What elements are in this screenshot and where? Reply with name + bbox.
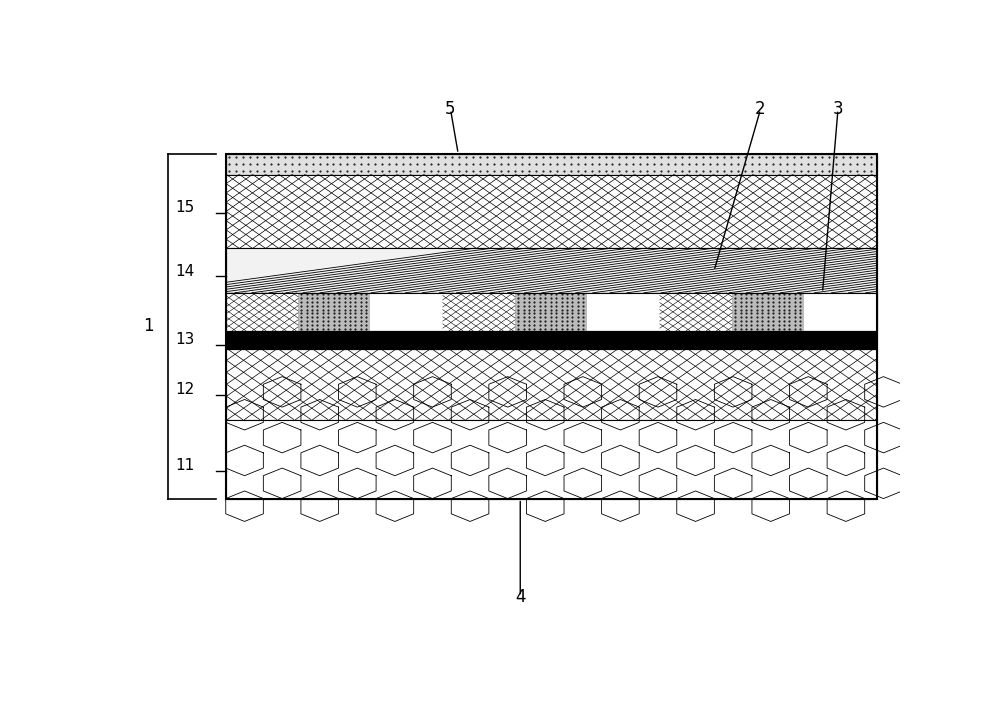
Text: 15: 15 bbox=[176, 200, 195, 215]
Text: 4: 4 bbox=[515, 588, 526, 606]
Text: 13: 13 bbox=[175, 332, 195, 347]
Bar bbox=[226, 331, 877, 349]
Bar bbox=[226, 293, 877, 331]
Bar bbox=[226, 154, 877, 175]
Text: 5: 5 bbox=[445, 100, 456, 118]
Bar bbox=[515, 293, 587, 331]
Bar bbox=[226, 248, 877, 293]
Bar bbox=[370, 293, 443, 331]
Text: 3: 3 bbox=[833, 100, 843, 118]
Text: 14: 14 bbox=[176, 264, 195, 279]
Bar bbox=[804, 293, 877, 331]
Bar bbox=[226, 175, 877, 248]
Bar bbox=[298, 293, 370, 331]
Bar bbox=[660, 293, 732, 331]
Bar bbox=[226, 293, 877, 331]
Bar bbox=[226, 154, 877, 498]
Bar bbox=[443, 293, 515, 331]
Bar bbox=[226, 420, 877, 498]
Bar bbox=[226, 349, 877, 420]
Bar bbox=[226, 293, 298, 331]
Bar bbox=[587, 293, 660, 331]
Text: 12: 12 bbox=[176, 382, 195, 397]
Text: 11: 11 bbox=[176, 458, 195, 474]
Text: 1: 1 bbox=[143, 317, 154, 335]
Bar bbox=[732, 293, 804, 331]
Text: 2: 2 bbox=[755, 100, 766, 118]
